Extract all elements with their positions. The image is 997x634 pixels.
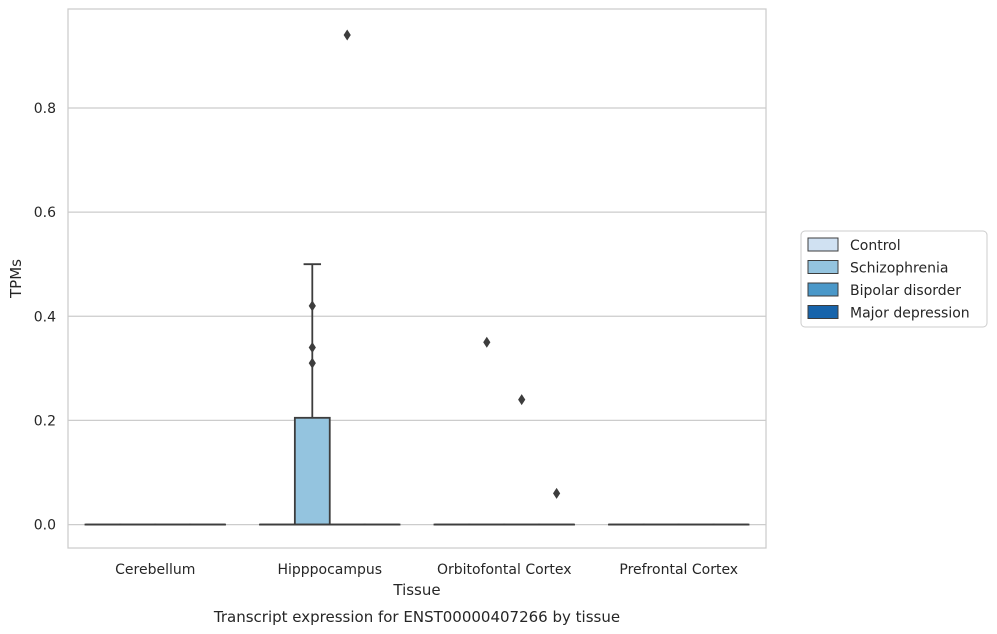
outlier-point [308, 357, 316, 369]
x-axis-label: Tissue [392, 581, 440, 599]
y-tick-label: 0.0 [34, 518, 56, 534]
legend-frame [800, 230, 988, 328]
y-tick-label: 0.8 [34, 101, 56, 117]
legend-swatch [807, 237, 839, 252]
y-tick-labels: 0.0 0.2 0.4 0.6 0.8 [34, 101, 56, 534]
outlier-point [553, 487, 561, 499]
legend-label: Control [850, 238, 901, 254]
x-tick-label: Prefrontal Cortex [619, 562, 738, 578]
outlier-point [308, 300, 316, 312]
outlier-point [343, 29, 351, 41]
y-tick-label: 0.4 [34, 309, 56, 325]
outlier-point [518, 394, 526, 406]
legend-swatch [807, 282, 839, 297]
outlier-point [483, 336, 491, 348]
gridlines [68, 107, 766, 526]
box-groups [84, 29, 750, 526]
legend-item: Control [807, 237, 901, 254]
box-group [293, 263, 331, 526]
box [293, 416, 331, 526]
box-group [503, 394, 541, 526]
legend-item: Bipolar disorder [807, 282, 961, 299]
legend-swatch [807, 260, 839, 274]
plot-frame [67, 8, 767, 549]
box-group [328, 29, 366, 526]
chart-caption: Transcript expression for ENST0000040726… [213, 608, 620, 626]
x-tick-label: Hipppocampus [277, 562, 382, 578]
x-tick-labels: Cerebellum Hipppocampus Orbitofontal Corte… [115, 562, 738, 578]
outlier-point [308, 342, 316, 354]
legend-label: Bipolar disorder [850, 283, 961, 299]
x-tick-label: Cerebellum [115, 562, 195, 578]
legend-label: Schizophrenia [850, 261, 948, 277]
legend-label: Major depression [850, 306, 970, 322]
legend-item: Schizophrenia [807, 260, 948, 277]
box-group [538, 487, 575, 526]
legend: Control Schizophrenia Bipolar disorder Majo… [800, 230, 988, 328]
box-group [468, 336, 506, 526]
y-tick-label: 0.6 [34, 205, 56, 221]
legend-item: Major depression [807, 305, 970, 322]
y-axis-label: TPMs [7, 259, 25, 299]
x-tick-label: Orbitofontal Cortex [437, 562, 572, 578]
y-tick-label: 0.2 [34, 413, 56, 429]
legend-swatch [807, 305, 839, 319]
